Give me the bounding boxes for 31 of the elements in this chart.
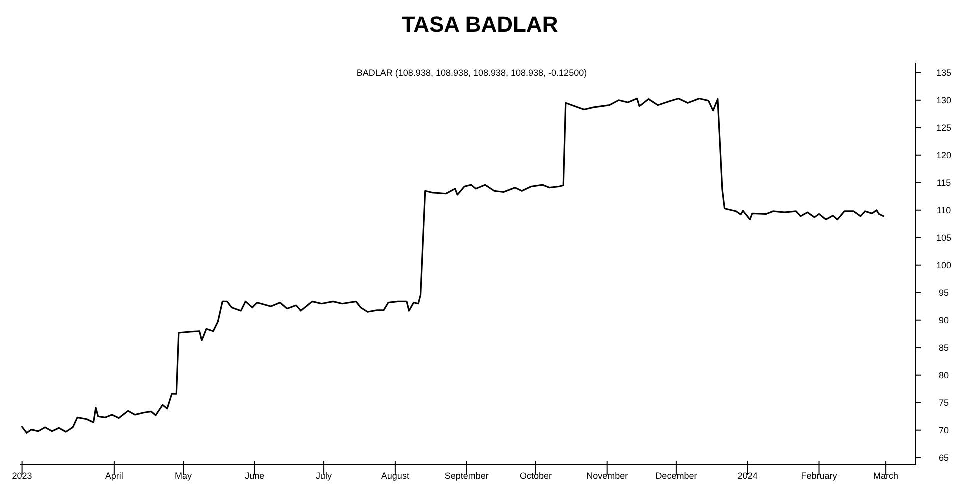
y-tick-label: 110	[936, 205, 952, 216]
chart-title: TASA BADLAR	[402, 12, 558, 37]
y-tick-label: 100	[936, 260, 952, 270]
x-tick-label: November	[586, 471, 628, 481]
y-tick-label: 80	[938, 370, 950, 380]
y-tick-label: 65	[938, 452, 950, 463]
x-tick-label: October	[520, 471, 552, 481]
y-tick-label: 85	[938, 342, 950, 353]
x-tick-label: February	[801, 471, 838, 481]
x-tick-label: 2023	[12, 471, 32, 481]
y-tick-label: 135	[936, 68, 952, 78]
line-series	[22, 98, 885, 434]
x-tick-label: March	[874, 471, 899, 481]
x-tick-label: September	[444, 471, 489, 481]
x-tick-label: May	[175, 471, 193, 481]
x-tick-label: 2024	[738, 471, 758, 481]
y-tick-label: 75	[938, 398, 950, 408]
x-tick-label: December	[656, 471, 698, 481]
y-tick-label: 130	[936, 95, 952, 106]
y-tick-label: 115	[936, 178, 952, 188]
y-tick-label: 125	[936, 122, 952, 133]
text: BADLAR (108.938, 108.938, 108.938, 108.938, -0.12500)	[356, 68, 588, 78]
y-tick-label: 90	[938, 315, 950, 326]
y-tick-label: 70	[938, 425, 950, 436]
y-tick-label: 120	[936, 150, 952, 160]
x-tick-label: June	[245, 471, 265, 481]
x-tick-label: July	[316, 471, 333, 481]
x-tick-label: April	[105, 471, 124, 481]
y-tick-label: 95	[938, 288, 950, 298]
x-tick-label: August	[381, 471, 410, 481]
y-tick-label: 105	[936, 232, 952, 243]
